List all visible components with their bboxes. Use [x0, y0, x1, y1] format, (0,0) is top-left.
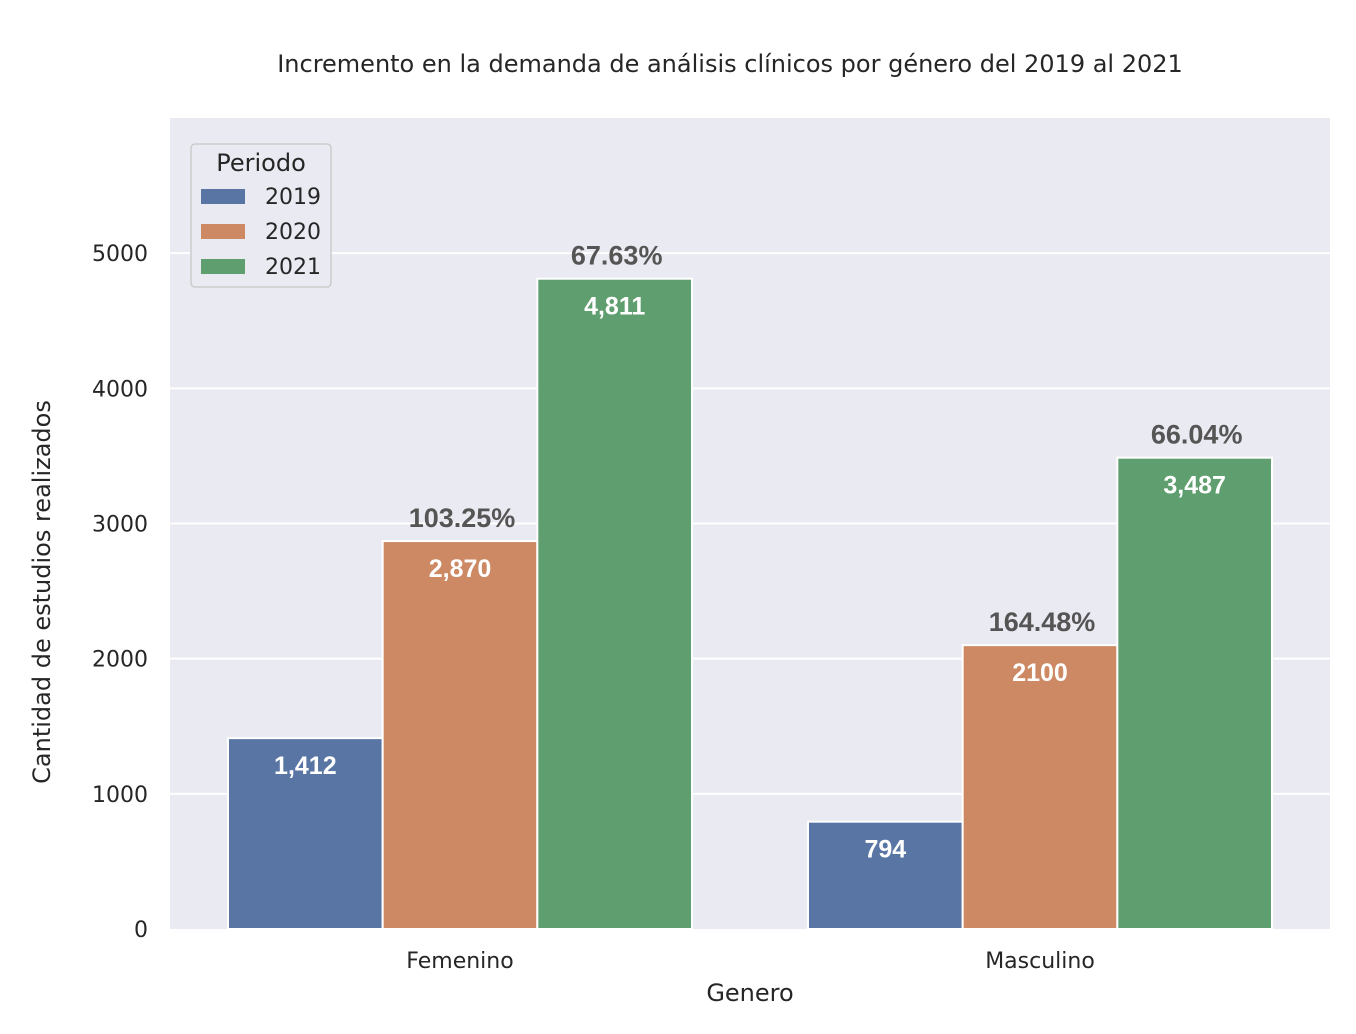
bar-value-label: 2,870: [429, 555, 492, 583]
bar-percent-label: 103.25%: [409, 503, 516, 533]
bar-2020-femenino: [381, 540, 539, 930]
legend-swatch: [201, 259, 245, 274]
bar-value-label: 2100: [1012, 659, 1068, 687]
bar-percent-label: 164.48%: [989, 607, 1096, 637]
bar-value-label: 794: [864, 836, 906, 864]
y-tick-label: 5000: [92, 242, 148, 267]
legend-label: 2019: [265, 185, 321, 210]
y-tick-label: 4000: [92, 377, 148, 402]
chart-title: Incremento en la demanda de análisis clí…: [277, 50, 1183, 78]
bar-2019-femenino: [227, 737, 384, 930]
legend-title: Periodo: [216, 149, 306, 177]
bar-2021-masculino: [1116, 456, 1274, 930]
bar-value-label: 4,811: [584, 293, 645, 321]
y-tick-label: 0: [134, 918, 148, 943]
bar-labels: 1,412 2,870 103.25% 4,811 67.63% 794 2100 164.4…: [274, 241, 1242, 864]
bar-percent-label: 66.04%: [1151, 420, 1243, 450]
legend-swatch: [201, 224, 245, 239]
bars: [227, 277, 1274, 931]
bar-value-label: 1,412: [274, 752, 337, 780]
legend-label: 2021: [265, 255, 321, 280]
bar-2020-masculino: [961, 644, 1119, 931]
x-tick-label: Masculino: [985, 949, 1095, 974]
y-tick-label: 1000: [92, 783, 148, 808]
x-tick-label: Femenino: [406, 949, 513, 974]
legend-swatch: [201, 189, 245, 204]
x-axis-label: Genero: [706, 979, 793, 1007]
y-axis-label: Cantidad de estudios realizados: [28, 400, 56, 784]
legend-box: [190, 143, 332, 288]
x-axis-ticks: Femenino Masculino: [406, 949, 1095, 974]
bar-2021-femenino: [536, 277, 693, 930]
bar-value-label: 3,487: [1163, 472, 1226, 500]
legend: Periodo 2019 2020 2021: [190, 143, 332, 288]
legend-label: 2020: [265, 220, 321, 245]
legend-items: 2019 2020 2021: [201, 185, 321, 280]
y-tick-label: 2000: [92, 648, 148, 673]
y-tick-label: 3000: [92, 513, 148, 538]
y-axis-ticks: 0 1000 2000 3000 4000 5000: [92, 242, 148, 943]
bar-percent-label: 67.63%: [571, 241, 663, 271]
